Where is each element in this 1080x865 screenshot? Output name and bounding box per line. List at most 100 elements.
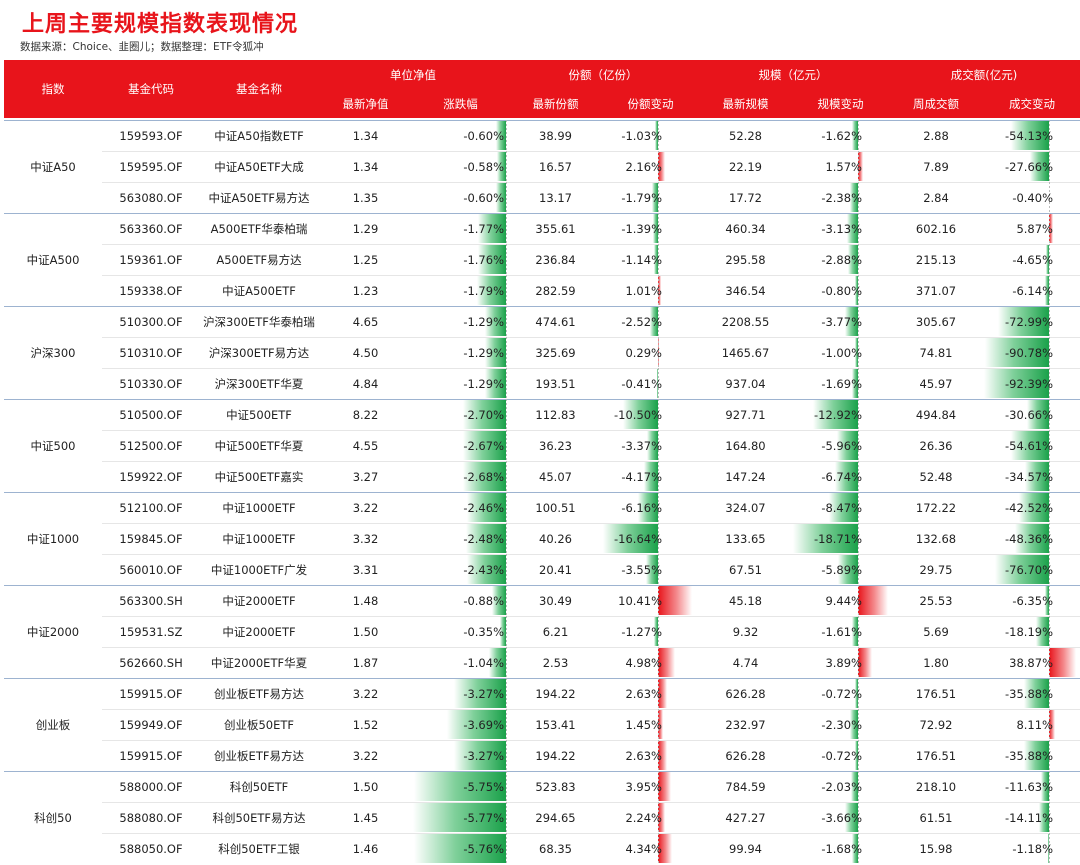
bar-axis-line — [858, 399, 859, 430]
negative-change-bar — [1023, 741, 1049, 770]
table-row[interactable]: 159595.OF 中证A50ETF大成 1.34 -0.58% 16.57 2.16% 2… — [102, 151, 1080, 182]
bar-axis-line — [658, 678, 659, 709]
chg-value: -3.27% — [463, 748, 504, 763]
cell-chg: -3.27% — [413, 678, 508, 709]
cell-turnover-chg: -54.13% — [984, 120, 1080, 151]
row-divider — [102, 275, 1080, 276]
turnover-chg-value: -90.78% — [1005, 345, 1053, 360]
cell-share: 194.22 — [508, 740, 603, 771]
table-row[interactable]: 510330.OF 沪深300ETF华夏 4.84 -1.29% 193.51 -0.41… — [102, 368, 1080, 399]
code-value: 510500.OF — [119, 407, 183, 422]
scale-chg-value: -2.88% — [821, 252, 862, 267]
table-row[interactable]: 510310.OF 沪深300ETF易方达 4.50 -1.29% 325.69 0.29… — [102, 337, 1080, 368]
table-row[interactable]: 562660.SH 中证2000ETF华夏 1.87 -1.04% 2.53 4.98% 4… — [102, 647, 1080, 678]
cell-turnover-chg: 38.87% — [984, 647, 1080, 678]
turnover-value: 2.84 — [923, 190, 949, 205]
cell-code: 510330.OF — [102, 368, 200, 399]
negative-change-bar — [1010, 121, 1049, 150]
cell-chg: -1.04% — [413, 647, 508, 678]
share-value: 40.26 — [539, 531, 572, 546]
table-row[interactable]: 159531.SZ 中证2000ETF 1.50 -0.35% 6.21 -1.27% 9.… — [102, 616, 1080, 647]
positive-change-bar — [858, 586, 888, 615]
chg-value: -2.43% — [463, 562, 504, 577]
chg-value: -0.88% — [463, 593, 504, 608]
table-row[interactable]: 159361.OF A500ETF易方达 1.25 -1.76% 236.84 -1.14… — [102, 244, 1080, 275]
cell-chg: -0.35% — [413, 616, 508, 647]
name-value: 中证500ETF嘉实 — [214, 469, 304, 484]
index-group-label: 科创50 — [34, 810, 72, 825]
name-value: 创业板ETF易方达 — [214, 686, 304, 701]
table-row[interactable]: 588000.OF 科创50ETF 1.50 -5.75% 523.83 3.95% 784… — [102, 771, 1080, 802]
negative-change-bar — [453, 741, 506, 770]
scale-chg-value: -3.66% — [821, 810, 862, 825]
negative-change-bar — [654, 121, 658, 150]
name-value: 中证2000ETF — [222, 624, 296, 639]
scale-value: 1465.67 — [721, 345, 770, 360]
negative-change-bar — [477, 276, 506, 305]
nav-value: 4.50 — [352, 345, 379, 360]
scale-chg-value: 1.57% — [825, 159, 862, 174]
negative-change-bar — [1044, 276, 1049, 305]
share-value: 30.49 — [539, 593, 572, 608]
cell-scale-chg: -8.47% — [793, 492, 888, 523]
table-row[interactable]: 159915.OF 创业板ETF易方达 3.22 -3.27% 194.22 2.63% 6… — [102, 740, 1080, 771]
cell-nav: 1.46 — [318, 833, 413, 864]
cell-chg: -2.68% — [413, 461, 508, 492]
bar-axis-line — [858, 678, 859, 709]
table-row[interactable]: 510300.OF 沪深300ETF华泰柏瑞 4.65 -1.29% 474.61 -2.… — [102, 306, 1080, 337]
table-row[interactable]: 563080.OF 中证A50ETF易方达 1.35 -0.60% 13.17 -1.79… — [102, 182, 1080, 213]
cell-share-chg: 1.45% — [603, 709, 698, 740]
cell-nav: 1.34 — [318, 151, 413, 182]
table-row[interactable]: 560010.OF 中证1000ETF广发 3.31 -2.43% 20.41 -3.55… — [102, 554, 1080, 585]
table-row[interactable]: 563360.OF A500ETF华泰柏瑞 1.29 -1.77% 355.61 -1.3… — [102, 213, 1080, 244]
cell-share-chg: 0.29% — [603, 337, 698, 368]
bar-axis-line — [506, 678, 507, 709]
negative-change-bar — [847, 245, 858, 274]
table-row[interactable]: 159922.OF 中证500ETF嘉实 3.27 -2.68% 45.07 -4.17%… — [102, 461, 1080, 492]
turnover-chg-value: -54.13% — [1005, 128, 1053, 143]
bar-axis-line — [658, 430, 659, 461]
cell-chg: -1.29% — [413, 337, 508, 368]
table-row[interactable]: 159593.OF 中证A50指数ETF 1.34 -0.60% 38.99 -1.03%… — [102, 120, 1080, 151]
cell-turnover: 176.51 — [888, 678, 984, 709]
cell-share: 153.41 — [508, 709, 603, 740]
negative-change-bar — [496, 121, 506, 150]
bar-axis-line — [658, 461, 659, 492]
cell-turnover: 218.10 — [888, 771, 984, 802]
share-value: 474.61 — [535, 314, 576, 329]
cell-nav: 1.50 — [318, 616, 413, 647]
table-row[interactable]: 512500.OF 中证500ETF华夏 4.55 -2.67% 36.23 -3.37%… — [102, 430, 1080, 461]
table-row[interactable]: 159845.OF 中证1000ETF 3.32 -2.48% 40.26 -16.64%… — [102, 523, 1080, 554]
table-row[interactable]: 588080.OF 科创50ETF易方达 1.45 -5.77% 294.65 2.24%… — [102, 802, 1080, 833]
cell-code: 159922.OF — [102, 461, 200, 492]
chg-value: -2.70% — [463, 407, 504, 422]
table-row[interactable]: 563300.SH 中证2000ETF 1.48 -0.88% 30.49 10.41% 4… — [102, 585, 1080, 616]
index-group-label: 沪深300 — [30, 345, 76, 360]
cell-scale: 927.71 — [698, 399, 793, 430]
cell-scale: 346.54 — [698, 275, 793, 306]
code-value: 510300.OF — [119, 314, 183, 329]
bar-axis-line — [506, 492, 507, 523]
share-value: 45.07 — [539, 469, 572, 484]
cell-scale-chg: 3.89% — [793, 647, 888, 678]
negative-change-bar — [646, 555, 658, 584]
table-row[interactable]: 512100.OF 中证1000ETF 3.22 -2.46% 100.51 -6.16%… — [102, 492, 1080, 523]
cell-nav: 1.29 — [318, 213, 413, 244]
header-scale: 最新规模 — [722, 96, 769, 111]
turnover-chg-value: -11.63% — [1005, 779, 1053, 794]
cell-turnover-chg: -35.88% — [984, 740, 1080, 771]
table-row[interactable]: 510500.OF 中证500ETF 8.22 -2.70% 112.83 -10.50%… — [102, 399, 1080, 430]
bar-axis-line — [1049, 833, 1050, 864]
cell-share: 20.41 — [508, 554, 603, 585]
group-separator — [4, 306, 1080, 307]
chg-value: -1.29% — [463, 314, 504, 329]
share-chg-value: 4.34% — [625, 841, 662, 856]
cell-turnover-chg: -18.19% — [984, 616, 1080, 647]
positive-change-bar — [1049, 710, 1055, 739]
table-row[interactable]: 588050.OF 科创50ETF工银 1.46 -5.76% 68.35 4.34% 99… — [102, 833, 1080, 864]
cell-name: 中证500ETF — [200, 399, 318, 430]
table-row[interactable]: 159915.OF 创业板ETF易方达 3.22 -3.27% 194.22 2.63% 6… — [102, 678, 1080, 709]
table-row[interactable]: 159949.OF 创业板50ETF 1.52 -3.69% 153.41 1.45% 23… — [102, 709, 1080, 740]
cell-share-chg: -4.17% — [603, 461, 698, 492]
table-row[interactable]: 159338.OF 中证A500ETF 1.23 -1.79% 282.59 1.01% 3… — [102, 275, 1080, 306]
